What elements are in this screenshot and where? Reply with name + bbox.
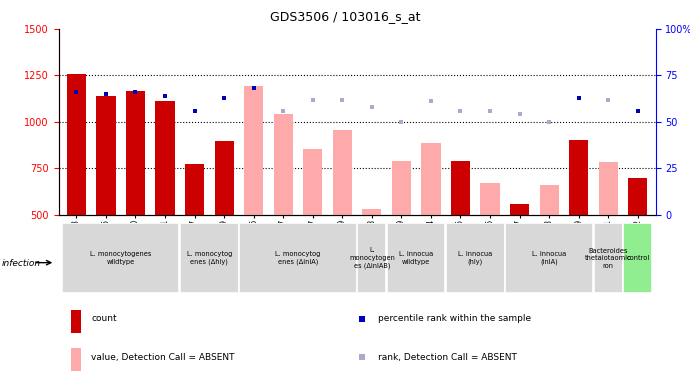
Text: value, Detection Call = ABSENT: value, Detection Call = ABSENT bbox=[92, 353, 235, 362]
Text: L. monocytog
enes (ΔinlA): L. monocytog enes (ΔinlA) bbox=[275, 251, 321, 265]
Bar bbox=[505, 223, 593, 293]
Text: GDS3506 / 103016_s_at: GDS3506 / 103016_s_at bbox=[270, 10, 420, 23]
Bar bbox=[62, 223, 179, 293]
Bar bbox=[333, 130, 352, 215]
Text: L. monocytog
enes (Δhly): L. monocytog enes (Δhly) bbox=[187, 251, 232, 265]
Bar bbox=[274, 114, 293, 215]
Bar bbox=[357, 223, 386, 293]
Text: L. monocytogenes
wildtype: L. monocytogenes wildtype bbox=[90, 252, 151, 265]
Bar bbox=[510, 204, 529, 215]
Bar bbox=[67, 74, 86, 215]
Text: L. innocua
(inlA): L. innocua (inlA) bbox=[532, 251, 566, 265]
Bar bbox=[422, 143, 440, 215]
Bar bbox=[599, 162, 618, 215]
Bar bbox=[239, 223, 357, 293]
Bar bbox=[155, 101, 175, 215]
Bar bbox=[126, 91, 145, 215]
Bar bbox=[387, 223, 446, 293]
Text: count: count bbox=[92, 314, 117, 323]
Bar bbox=[70, 310, 81, 333]
Text: L. innocua
(hly): L. innocua (hly) bbox=[458, 251, 493, 265]
Bar bbox=[451, 161, 470, 215]
Bar bbox=[303, 149, 322, 215]
Bar bbox=[180, 223, 239, 293]
Bar bbox=[244, 86, 264, 215]
Bar bbox=[594, 223, 622, 293]
Text: L. innocua
wildtype: L. innocua wildtype bbox=[399, 252, 433, 265]
Bar bbox=[392, 161, 411, 215]
Bar bbox=[215, 141, 234, 215]
Bar bbox=[362, 209, 382, 215]
Bar bbox=[623, 223, 652, 293]
Bar bbox=[569, 140, 589, 215]
Text: infection: infection bbox=[2, 258, 41, 268]
Bar bbox=[480, 184, 500, 215]
Bar bbox=[185, 164, 204, 215]
Bar bbox=[628, 178, 647, 215]
Bar bbox=[446, 223, 504, 293]
Bar bbox=[540, 185, 559, 215]
Text: L.
monocytogen
es (ΔinlAB): L. monocytogen es (ΔinlAB) bbox=[349, 248, 395, 269]
Text: percentile rank within the sample: percentile rank within the sample bbox=[378, 314, 531, 323]
Text: control: control bbox=[626, 255, 649, 261]
Text: Bacteroides
thetaiotaomic
ron: Bacteroides thetaiotaomic ron bbox=[585, 248, 631, 269]
Text: rank, Detection Call = ABSENT: rank, Detection Call = ABSENT bbox=[378, 353, 517, 362]
Bar bbox=[70, 348, 81, 371]
Bar bbox=[97, 96, 115, 215]
